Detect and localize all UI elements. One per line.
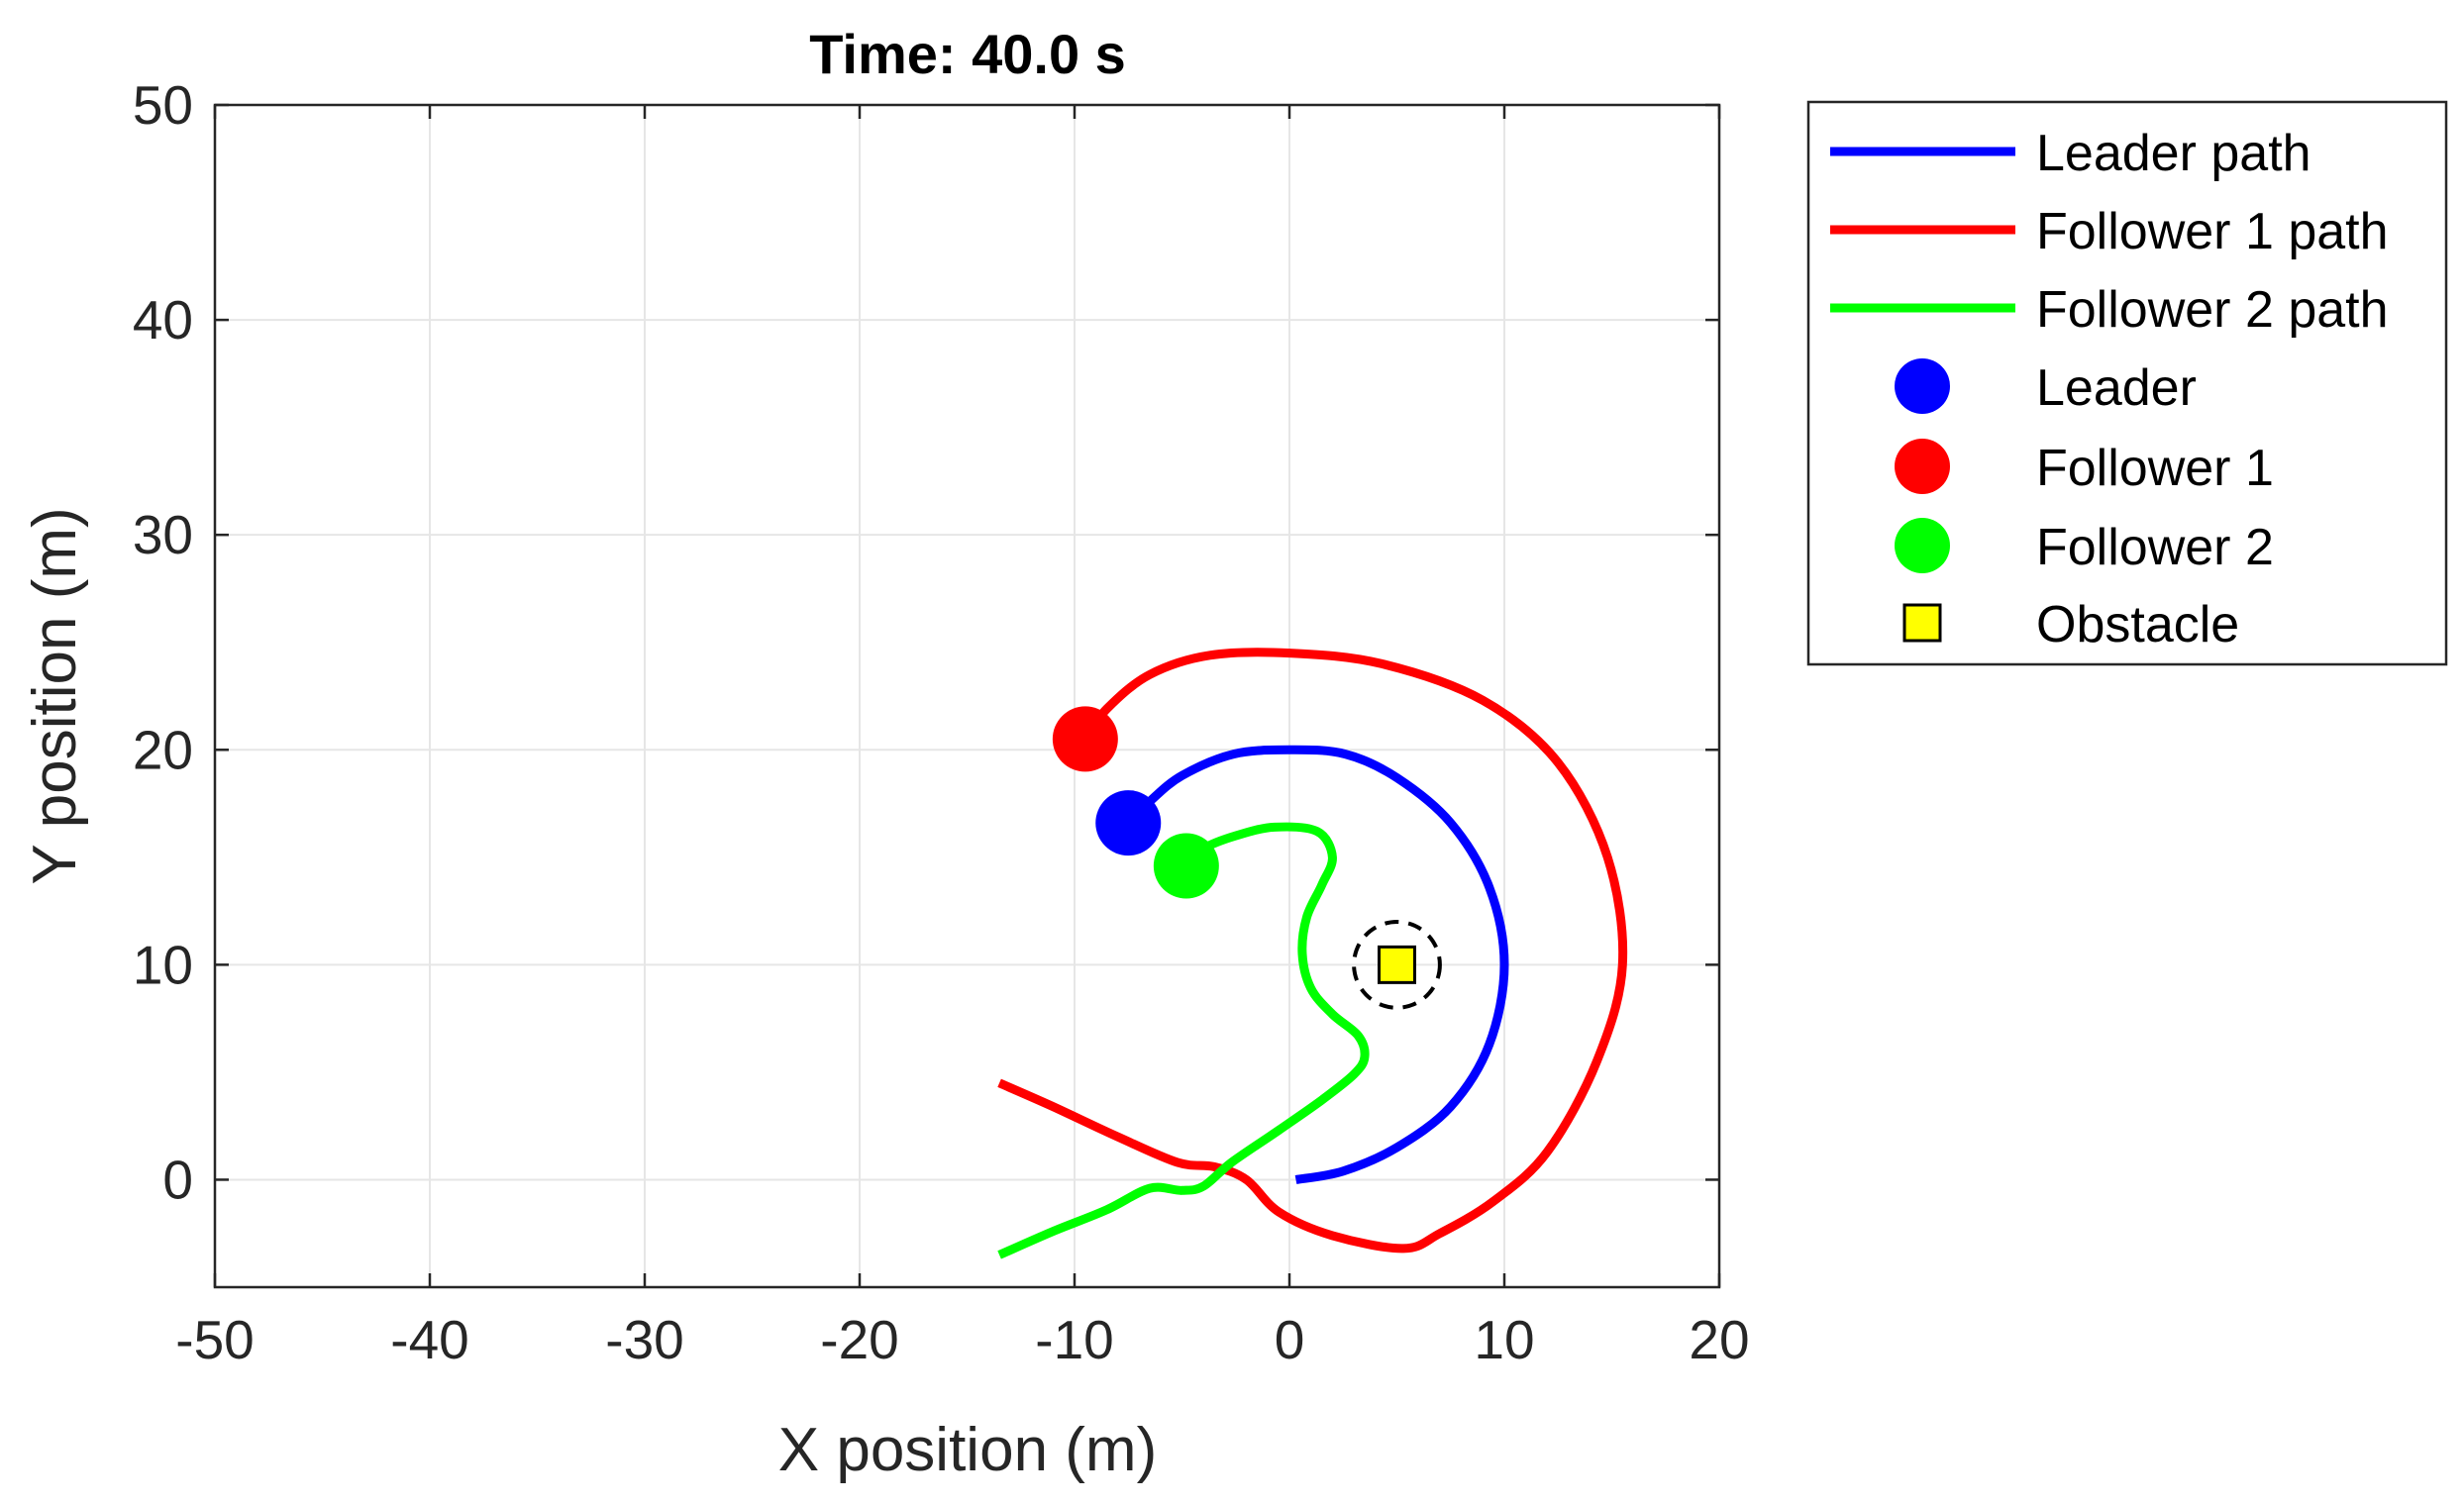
legend-follower1-path-label: Follower 1 path xyxy=(2036,203,2389,260)
chart-title: Time: 40.0 s xyxy=(809,23,1126,85)
legend-follower2-path-label: Follower 2 path xyxy=(2036,281,2389,339)
legend-leader-label: Leader xyxy=(2036,359,2197,417)
leader-marker xyxy=(1095,790,1162,856)
x-tick-label: -20 xyxy=(820,1309,899,1370)
leader-path-line xyxy=(1125,745,1509,1184)
x-tick-label: -50 xyxy=(175,1309,255,1370)
x-tick-label: 0 xyxy=(1275,1309,1305,1370)
y-tick-label: 40 xyxy=(133,289,193,351)
y-axis-label: Y position (m) xyxy=(21,507,89,884)
follower2-path-line xyxy=(997,822,1370,1259)
x-tick-label: 10 xyxy=(1474,1309,1534,1370)
y-tick-label: 0 xyxy=(162,1149,193,1210)
y-tick-label: 50 xyxy=(133,74,193,136)
x-tick-label: 20 xyxy=(1689,1309,1749,1370)
x-tick-label: -30 xyxy=(605,1309,684,1370)
legend-follower1-label: Follower 1 xyxy=(2036,440,2274,497)
marker-layer xyxy=(1052,706,1442,1010)
x-tick-label: -40 xyxy=(390,1309,469,1370)
legend-obstacle-label: Obstacle xyxy=(2036,596,2239,653)
y-tick-label: 30 xyxy=(133,504,193,565)
y-tick-label: 10 xyxy=(133,934,193,995)
obstacle-marker xyxy=(1378,945,1416,984)
legend-follower1-marker xyxy=(1895,439,1950,494)
plot-frame xyxy=(213,103,1721,1289)
y-axis-ticks: 0 10 20 30 40 50 xyxy=(133,74,1719,1210)
legend-obstacle-marker xyxy=(1902,603,1942,643)
legend-leader-path-label: Leader path xyxy=(2036,125,2311,182)
follower1-path-line xyxy=(997,648,1628,1254)
obstacle-safety-circle xyxy=(1352,919,1442,1010)
x-axis-ticks: -50 -40 -30 -20 -10 0 10 20 xyxy=(175,105,1750,1370)
legend-follower2-label: Follower 2 xyxy=(2036,519,2274,576)
x-axis-label: X position (m) xyxy=(778,1416,1157,1484)
legend-follower2-marker xyxy=(1895,518,1950,573)
y-tick-label: 20 xyxy=(133,719,193,780)
legend: Leader path Follower 1 path Follower 2 p… xyxy=(1806,100,2448,666)
series-layer xyxy=(997,648,1628,1259)
follower1-marker xyxy=(1052,706,1118,772)
plot-area xyxy=(215,105,1719,1287)
legend-leader-marker xyxy=(1895,358,1950,414)
x-tick-label: -10 xyxy=(1035,1309,1114,1370)
follower2-marker xyxy=(1153,833,1219,899)
